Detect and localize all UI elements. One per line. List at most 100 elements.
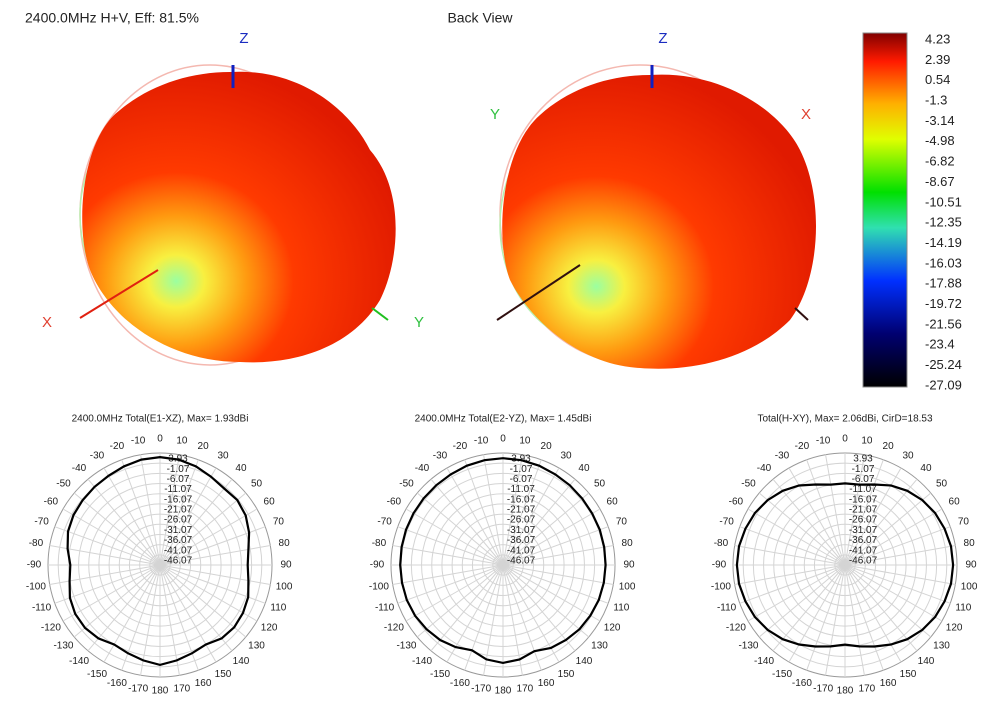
grid-spoke: [446, 564, 504, 663]
grid-spoke: [502, 564, 542, 671]
angle-label: -170: [813, 684, 833, 695]
angle-label: -10: [474, 436, 489, 447]
grid-spoke: [844, 454, 865, 566]
grid-spoke: [844, 459, 884, 566]
angle-label: -170: [471, 684, 491, 695]
grid-spoke: [502, 564, 609, 604]
colorbar-label: 4.23: [925, 31, 950, 46]
angle-label: 0: [842, 434, 848, 445]
polar-title: 2400.0MHz Total(E1-XZ), Max= 1.93dBi: [72, 414, 249, 425]
grid-spoke: [844, 478, 918, 566]
angle-label: 110: [613, 603, 629, 614]
grid-spoke: [844, 564, 956, 585]
colorbar-label: -4.98: [925, 133, 955, 148]
grid-spoke: [739, 564, 846, 604]
colorbar-label: -21.56: [925, 316, 962, 331]
grid-spoke: [121, 459, 161, 566]
angle-label: 10: [176, 436, 188, 447]
grid-spoke: [54, 564, 161, 604]
angle-label: 20: [541, 441, 553, 452]
grid-spoke: [159, 564, 247, 638]
grid-spoke: [464, 459, 504, 566]
grid-spoke: [502, 478, 576, 566]
grid-spoke: [747, 564, 846, 622]
angle-label: 130: [591, 641, 608, 652]
pattern-curve: [735, 482, 955, 648]
ring-label: -21.07: [164, 505, 193, 516]
angle-label: 150: [215, 669, 232, 680]
angle-label: -20: [795, 441, 810, 452]
grid-spoke: [844, 564, 918, 652]
angle-label: -160: [450, 678, 470, 689]
angle-label: 170: [859, 684, 876, 695]
angle-label: 180: [152, 686, 169, 697]
angle-label: -160: [107, 678, 127, 689]
angle-label: -140: [69, 656, 89, 667]
grid-spoke: [502, 564, 560, 663]
angle-label: 180: [837, 686, 854, 697]
colorbar-label: 0.54: [925, 72, 950, 87]
grid-spoke: [502, 492, 590, 566]
angle-label: -150: [772, 669, 792, 680]
grid-spoke: [788, 467, 846, 566]
grid-spoke: [392, 545, 504, 566]
ring-label: -1.07: [510, 464, 533, 475]
ring-label: -41.07: [164, 545, 193, 556]
angle-label: 140: [918, 656, 935, 667]
grid-spoke: [397, 526, 504, 566]
angle-label: -100: [26, 582, 46, 593]
grid-spoke: [62, 508, 161, 566]
angle-label: -40: [757, 463, 772, 474]
angle-label: 120: [604, 623, 621, 634]
angle-label: -140: [754, 656, 774, 667]
ring-label: 3.93: [853, 454, 873, 465]
angle-label: 30: [902, 451, 914, 462]
angle-label: 40: [235, 463, 247, 474]
angle-label: 20: [883, 441, 895, 452]
angle-label: -90: [27, 560, 42, 571]
ring-label: -31.07: [849, 525, 878, 536]
grid-spoke: [54, 526, 161, 566]
grid-spoke: [844, 564, 902, 663]
colorbar-label: -6.82: [925, 154, 955, 169]
angle-label: 100: [961, 582, 978, 593]
angle-label: 80: [964, 538, 976, 549]
grid-spoke: [49, 564, 161, 585]
angle-label: 10: [519, 436, 531, 447]
angle-label: -170: [128, 684, 148, 695]
angle-label: -80: [714, 538, 729, 549]
angle-label: 150: [900, 669, 917, 680]
grid-spoke: [416, 492, 504, 566]
grid-spoke: [844, 564, 943, 622]
grid-spoke: [825, 564, 846, 676]
angle-label: 40: [920, 463, 932, 474]
angle-label: -60: [729, 497, 744, 508]
angle-label: 110: [270, 603, 286, 614]
grid-spoke: [502, 545, 614, 566]
angle-label: 90: [623, 560, 635, 571]
angle-label: -50: [741, 479, 756, 490]
ring-label: -46.07: [507, 555, 536, 566]
grid-spoke: [464, 564, 504, 671]
angle-label: -150: [87, 669, 107, 680]
grid-spoke: [159, 492, 247, 566]
angle-label: -120: [384, 623, 404, 634]
grid-spoke: [103, 467, 161, 566]
angle-label: -130: [53, 641, 73, 652]
grid-spoke: [159, 564, 258, 622]
axis-label: Y: [490, 106, 500, 123]
axis-label: Z: [239, 30, 248, 47]
angle-label: -10: [816, 436, 831, 447]
angle-label: 180: [495, 686, 512, 697]
ring-label: -16.07: [849, 494, 878, 505]
colorbar-label: -27.09: [925, 377, 962, 392]
angle-label: -110: [717, 603, 737, 614]
angle-label: 50: [594, 479, 606, 490]
grid-spoke: [844, 492, 932, 566]
grid-spoke: [483, 564, 504, 676]
angle-label: 60: [264, 497, 276, 508]
pattern-curve: [66, 455, 251, 667]
polar-title: Total(H-XY), Max= 2.06dBi, CirD=18.53: [757, 414, 933, 425]
angle-label: -20: [110, 441, 125, 452]
